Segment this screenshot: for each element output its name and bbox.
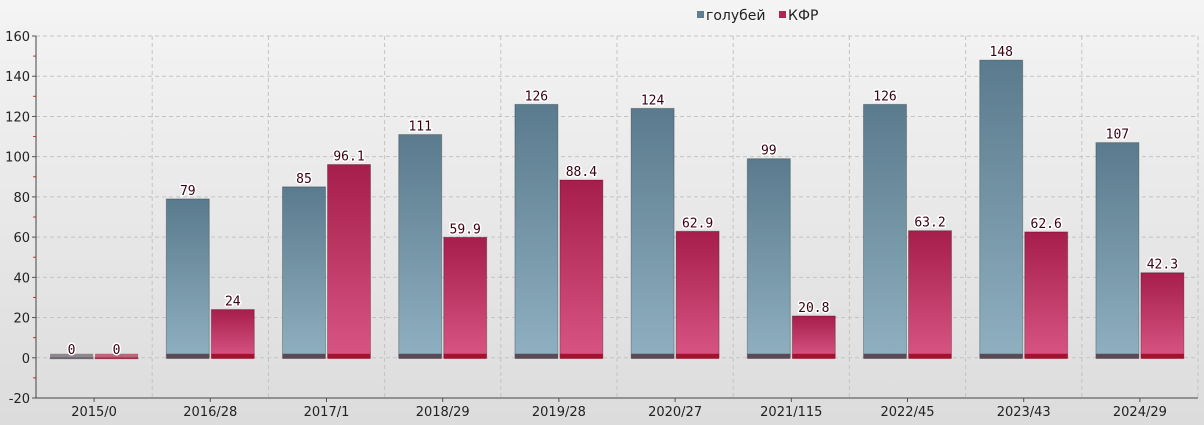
data-label: 20.8 (798, 301, 829, 316)
bar-series2 (1024, 231, 1069, 359)
data-label: 62.9 (682, 216, 713, 231)
data-label: 107 (1106, 128, 1129, 143)
data-label: 59.9 (450, 222, 481, 237)
x-tick-label: 2019/28 (532, 405, 586, 420)
data-label: 63.2 (914, 216, 945, 231)
bar-series1 (1095, 142, 1140, 359)
x-tick-label: 2015/0 (71, 405, 117, 420)
legend-swatch (779, 11, 786, 18)
y-tick-label: 100 (5, 151, 30, 166)
data-label: 85 (296, 172, 312, 187)
bar-series1 (282, 186, 326, 359)
bar-series1 (863, 103, 907, 359)
data-label: 99 (761, 144, 777, 159)
bar-series2 (791, 315, 836, 359)
bar-base (327, 353, 371, 359)
data-label: 62.6 (1031, 217, 1062, 232)
x-tick-label: 2021/115 (760, 405, 822, 420)
x-tick-label: 2017/1 (304, 405, 350, 420)
data-label: 42.3 (1147, 258, 1178, 273)
x-tick-label: 2018/29 (416, 405, 470, 420)
bars (49, 59, 1185, 360)
bar-base (747, 353, 791, 359)
bar-series1 (514, 103, 559, 359)
bar-base (211, 353, 255, 359)
data-label: 0 (113, 343, 121, 358)
y-tick-label: 40 (13, 271, 30, 286)
bar-base (559, 353, 603, 359)
grid (36, 35, 1199, 399)
bar-base (443, 353, 487, 359)
bar-series2 (559, 179, 604, 359)
bar-base (282, 353, 326, 359)
bar-base (908, 353, 952, 359)
x-tick-label: 2016/28 (183, 405, 237, 420)
bar-base (1024, 353, 1068, 359)
bar-base (792, 353, 836, 359)
y-tick-label: 160 (5, 30, 30, 45)
y-tick-label: 0 (22, 352, 30, 367)
data-label: 24 (225, 295, 241, 310)
bar-base (1095, 353, 1139, 359)
data-label: 148 (989, 45, 1012, 60)
y-tick-label: -20 (9, 392, 30, 407)
axes: -20 0 20 40 60 80 100 120 140 160 2015/0 2016/28 201… (5, 30, 1198, 420)
legend: голубей КФР (697, 8, 818, 24)
bar-series2 (210, 309, 255, 359)
bar-base (863, 353, 907, 359)
y-tick-label: 60 (13, 231, 30, 246)
data-label: 0 (68, 343, 76, 358)
bar-series1 (165, 198, 210, 359)
bar-base (95, 353, 139, 359)
bar-series1 (630, 107, 675, 359)
bar-base (631, 353, 675, 359)
bar-base (979, 353, 1023, 359)
bar-base (398, 353, 442, 359)
legend-label: голубей (706, 8, 766, 24)
x-tick-label: 2023/43 (997, 405, 1051, 420)
bar-series1 (746, 158, 791, 359)
bar-base (676, 353, 720, 359)
bar-series2 (908, 230, 952, 359)
bar-series1 (398, 134, 443, 359)
bar-series2 (675, 230, 720, 359)
x-tick-label: 2024/29 (1113, 405, 1167, 420)
data-label: 88.4 (566, 165, 597, 180)
y-tick-label: 140 (5, 70, 30, 85)
bar-series1 (979, 59, 1024, 359)
bar-series2 (327, 164, 371, 359)
bar-base (166, 353, 210, 359)
data-label: 96.1 (333, 150, 364, 165)
bar-base (50, 353, 94, 359)
x-tick-label: 2022/45 (880, 405, 934, 420)
legend-swatch (697, 11, 704, 18)
data-label: 111 (408, 120, 431, 135)
x-tick-label: 2020/27 (648, 405, 702, 420)
data-labels: 0 0 79 24 85 96.1 111 59.9 126 88.4 124 62.9 99 20.8 1… (66, 44, 1179, 360)
bar-base (514, 353, 558, 359)
y-tick-label: 120 (5, 110, 30, 125)
y-tick-label: 80 (13, 191, 30, 206)
bar-base (1140, 353, 1184, 359)
data-label: 126 (525, 89, 548, 104)
bar-series2 (443, 236, 488, 359)
data-label: 126 (873, 89, 896, 104)
data-label: 79 (180, 184, 196, 199)
legend-label: КФР (788, 8, 818, 24)
bar-series2 (1140, 272, 1185, 359)
y-tick-label: 20 (13, 312, 30, 327)
data-label: 124 (641, 93, 665, 108)
